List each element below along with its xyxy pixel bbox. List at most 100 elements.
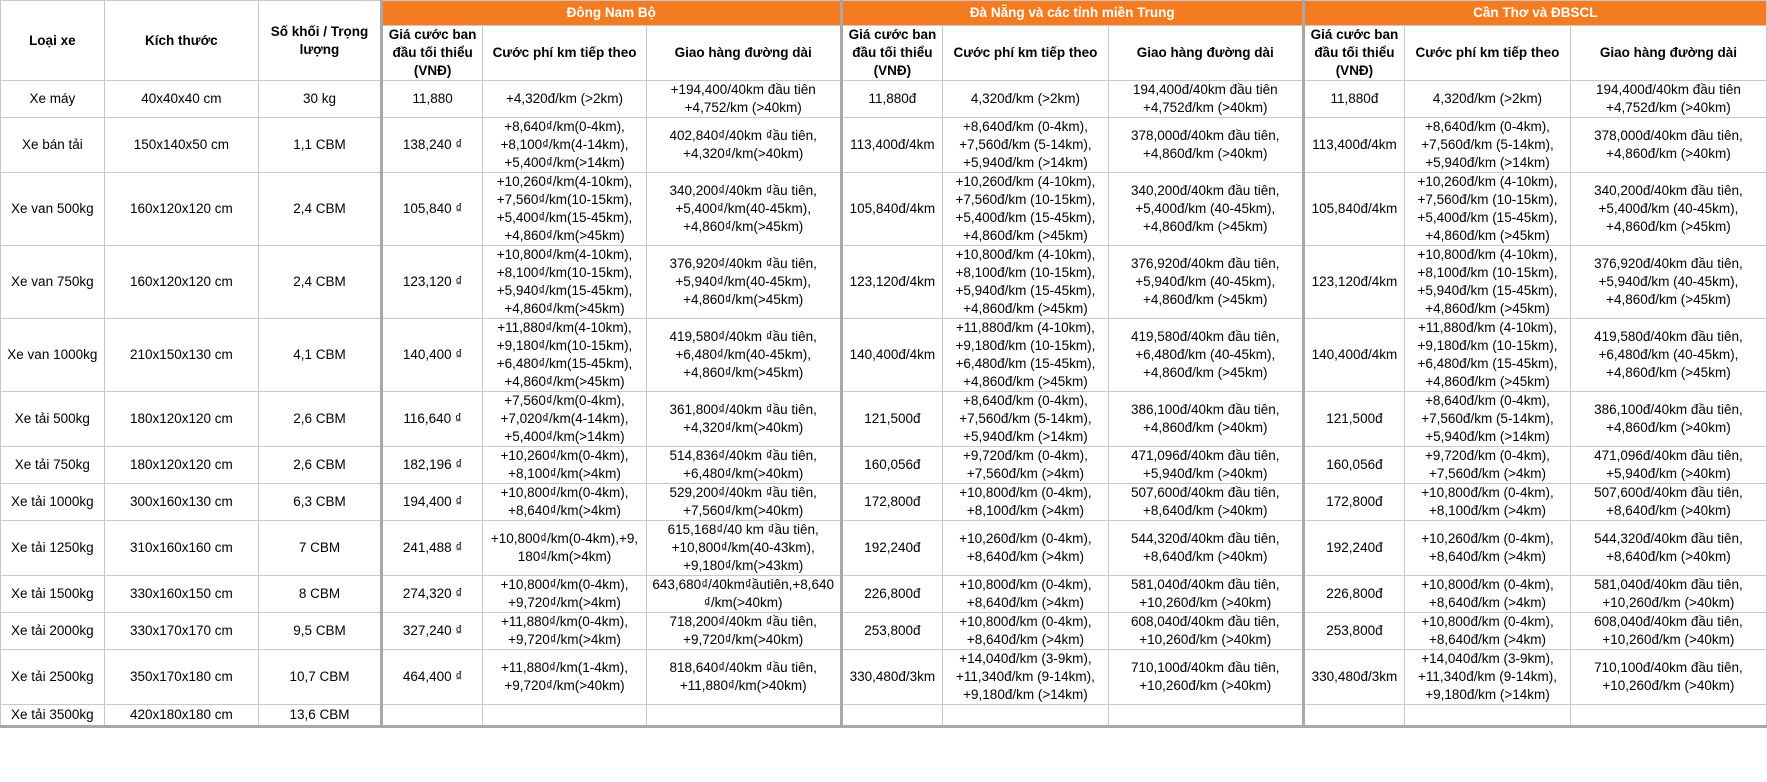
cell-dnb-next-km-fee: +10,800₫/km(0-4km), +9,720₫/km(>4km): [482, 575, 647, 613]
cell-ct-base-price: [1301, 704, 1406, 728]
cell-vehicle-type: Xe tải 2000kg: [0, 612, 105, 650]
cell-dn-base-price: 113,400đ/4km: [839, 117, 944, 173]
cell-ct-base-price: 330,480đ/3km: [1301, 649, 1406, 705]
cell-dimensions: 310x160x160 cm: [103, 520, 260, 576]
cell-dnb-base-price: 138,240 ₫: [379, 117, 484, 173]
cell-dn-base-price: 11,880đ: [839, 80, 944, 118]
cell-ct-next-km-fee: +10,260đ/km (0-4km), +8,640đ/km (>4km): [1404, 520, 1571, 576]
cell-ct-long-distance: 544,320đ/40km đầu tiên, +8,640đ/km (>40k…: [1569, 520, 1767, 576]
cell-dnb-next-km-fee: +7,560₫/km(0-4km), +7,020₫/km(4-14km), +…: [482, 391, 647, 447]
cell-ct-base-price: 160,056đ: [1301, 446, 1406, 484]
table-row: Xe van 500kg 160x120x120 cm 2,4 CBM 105,840…: [0, 172, 1767, 246]
cell-dnb-next-km-fee: +11,880₫/km(4-10km), +9,180₫/km(10-15km)…: [482, 318, 647, 392]
cell-vehicle-type: Xe bán tải: [0, 117, 105, 173]
cell-dimensions: 350x170x180 cm: [103, 649, 260, 705]
cell-dn-next-km-fee: +10,800đ/km (0-4km), +8,100đ/km (>4km): [942, 483, 1109, 521]
cell-ct-next-km-fee: 4,320đ/km (>2km): [1404, 80, 1571, 118]
cell-ct-next-km-fee: [1404, 704, 1571, 728]
cell-dn-next-km-fee: [942, 704, 1109, 728]
cell-vehicle-type: Xe tải 750kg: [0, 446, 105, 484]
cell-dnb-next-km-fee: +10,800₫/km(0-4km),+9, 180₫/km(>4km): [482, 520, 647, 576]
cell-dnb-base-price: 123,120 ₫: [379, 245, 484, 319]
subheader-next-km-fee: Cước phí km tiếp theo: [482, 25, 647, 81]
cell-dn-next-km-fee: 4,320đ/km (>2km): [942, 80, 1109, 118]
cell-dn-base-price: 105,840đ/4km: [839, 172, 944, 246]
cell-ct-next-km-fee: +10,800đ/km (0-4km), +8,100đ/km (>4km): [1404, 483, 1571, 521]
region-header-da-nang: Đà Nẵng và các tỉnh miền Trung: [839, 0, 1304, 26]
cell-dn-long-distance: 544,320đ/40km đầu tiên, +8,640đ/km (>40k…: [1107, 520, 1304, 576]
cell-volume-weight: 6,3 CBM: [258, 483, 382, 521]
cell-dnb-base-price: 241,488 ₫: [379, 520, 484, 576]
cell-ct-base-price: 172,800đ: [1301, 483, 1406, 521]
cell-ct-next-km-fee: +9,720đ/km (0-4km), +7,560đ/km (>4km): [1404, 446, 1571, 484]
table-row: Xe tải 1250kg 310x160x160 cm 7 CBM 241,488 …: [0, 520, 1767, 576]
cell-ct-base-price: 105,840đ/4km: [1301, 172, 1406, 246]
cell-dimensions: 300x160x130 cm: [103, 483, 260, 521]
cell-dn-next-km-fee: +9,720đ/km (0-4km), +7,560đ/km (>4km): [942, 446, 1109, 484]
cell-ct-long-distance: 376,920đ/40km đầu tiên, +5,940đ/km (40-4…: [1569, 245, 1767, 319]
cell-dimensions: 150x140x50 cm: [103, 117, 260, 173]
cell-dn-base-price: 226,800đ: [839, 575, 944, 613]
cell-vehicle-type: Xe tải 1250kg: [0, 520, 105, 576]
table-row: Xe tải 1000kg 300x160x130 cm 6,3 CBM 194,40…: [0, 483, 1767, 521]
cell-vehicle-type: Xe máy: [0, 80, 105, 118]
subheader-next-km-fee: Cước phí km tiếp theo: [1404, 25, 1571, 81]
cell-volume-weight: 13,6 CBM: [258, 704, 382, 728]
table-row: Xe tải 2500kg 350x170x180 cm 10,7 CBM 464,4…: [0, 649, 1767, 705]
table-row: Xe máy 40x40x40 cm 30 kg 11,880 +4,320đ/km (…: [0, 80, 1767, 118]
cell-dn-base-price: 192,240đ: [839, 520, 944, 576]
cell-dnb-base-price: 327,240 ₫: [379, 612, 484, 650]
cell-dn-base-price: 330,480đ/3km: [839, 649, 944, 705]
cell-dnb-long-distance: 340,200₫/40km ₫ầu tiên, +5,400₫/km(40-45…: [645, 172, 842, 246]
cell-ct-base-price: 226,800đ: [1301, 575, 1406, 613]
cell-dimensions: 330x170x170 cm: [103, 612, 260, 650]
cell-ct-long-distance: 608,040đ/40km đầu tiên, +10,260đ/km (>40…: [1569, 612, 1767, 650]
cell-ct-base-price: 11,880đ: [1301, 80, 1406, 118]
cell-ct-next-km-fee: +10,800đ/km (0-4km), +8,640đ/km (>4km): [1404, 575, 1571, 613]
cell-ct-base-price: 253,800đ: [1301, 612, 1406, 650]
cell-dn-base-price: 253,800đ: [839, 612, 944, 650]
cell-dnb-long-distance: 529,200₫/40km ₫ầu tiên, +7,560₫/km(>40km…: [645, 483, 842, 521]
cell-ct-next-km-fee: +11,880đ/km (4-10km), +9,180đ/km (10-15k…: [1404, 318, 1571, 392]
table-row: Xe tải 500kg 180x120x120 cm 2,6 CBM 116,640…: [0, 391, 1767, 447]
region-header-can-tho: Cần Thơ và ĐBSCL: [1301, 0, 1767, 26]
cell-dn-base-price: 121,500đ: [839, 391, 944, 447]
cell-dimensions: 160x120x120 cm: [103, 245, 260, 319]
cell-dn-long-distance: [1107, 704, 1304, 728]
cell-ct-long-distance: 710,100đ/40km đầu tiên, +10,260đ/km (>40…: [1569, 649, 1767, 705]
cell-dnb-long-distance: 419,580₫/40km ₫ầu tiên, +6,480₫/km(40-45…: [645, 318, 842, 392]
table-row: Xe van 750kg 160x120x120 cm 2,4 CBM 123,120…: [0, 245, 1767, 319]
cell-dnb-base-price: 464,400 ₫: [379, 649, 484, 705]
cell-ct-next-km-fee: +8,640đ/km (0-4km), +7,560đ/km (5-14km),…: [1404, 391, 1571, 447]
cell-volume-weight: 10,7 CBM: [258, 649, 382, 705]
cell-ct-base-price: 192,240đ: [1301, 520, 1406, 576]
cell-dn-base-price: [839, 704, 944, 728]
cell-vehicle-type: Xe tải 2500kg: [0, 649, 105, 705]
cell-ct-long-distance: 471,096đ/40km đầu tiên, +5,940đ/km (>40k…: [1569, 446, 1767, 484]
cell-dn-long-distance: 340,200đ/40km đầu tiên, +5,400đ/km (40-4…: [1107, 172, 1304, 246]
cell-ct-long-distance: 194,400đ/40km đầu tiên +4,752đ/km (>40km…: [1569, 80, 1767, 118]
cell-dn-base-price: 172,800đ: [839, 483, 944, 521]
cell-ct-long-distance: 507,600đ/40km đầu tiên, +8,640đ/km (>40k…: [1569, 483, 1767, 521]
subheader-long-distance: Giao hàng đường dài: [645, 25, 842, 81]
cell-ct-base-price: 123,120đ/4km: [1301, 245, 1406, 319]
cell-volume-weight: 1,1 CBM: [258, 117, 382, 173]
cell-dn-long-distance: 507,600đ/40km đầu tiên, +8,640đ/km (>40k…: [1107, 483, 1304, 521]
cell-dn-next-km-fee: +10,260đ/km (4-10km), +7,560đ/km (10-15k…: [942, 172, 1109, 246]
table-row: Xe tải 1500kg 330x160x150 cm 8 CBM 274,320 …: [0, 575, 1767, 613]
cell-dnb-next-km-fee: +11,880₫/km(0-4km), +9,720₫/km(>4km): [482, 612, 647, 650]
cell-dimensions: 330x160x150 cm: [103, 575, 260, 613]
cell-dn-long-distance: 378,000đ/40km đầu tiên, +4,860đ/km (>40k…: [1107, 117, 1304, 173]
cell-dn-next-km-fee: +8,640đ/km (0-4km), +7,560đ/km (5-14km),…: [942, 391, 1109, 447]
subheader-long-distance: Giao hàng đường dài: [1569, 25, 1767, 81]
cell-dimensions: 180x120x120 cm: [103, 446, 260, 484]
cell-dnb-long-distance: 818,640₫/40km ₫ầu tiên, +11,880₫/km(>40k…: [645, 649, 842, 705]
subheader-base-price: Giá cước ban đầu tối thiểu (VNĐ): [379, 25, 484, 81]
cell-ct-long-distance: 581,040đ/40km đầu tiên, +10,260đ/km (>40…: [1569, 575, 1767, 613]
cell-volume-weight: 7 CBM: [258, 520, 382, 576]
cell-dnb-base-price: 116,640 ₫: [379, 391, 484, 447]
cell-ct-long-distance: [1569, 704, 1767, 728]
cell-vehicle-type: Xe tải 1500kg: [0, 575, 105, 613]
subheader-base-price: Giá cước ban đầu tối thiểu (VNĐ): [839, 25, 944, 81]
cell-volume-weight: 2,6 CBM: [258, 446, 382, 484]
